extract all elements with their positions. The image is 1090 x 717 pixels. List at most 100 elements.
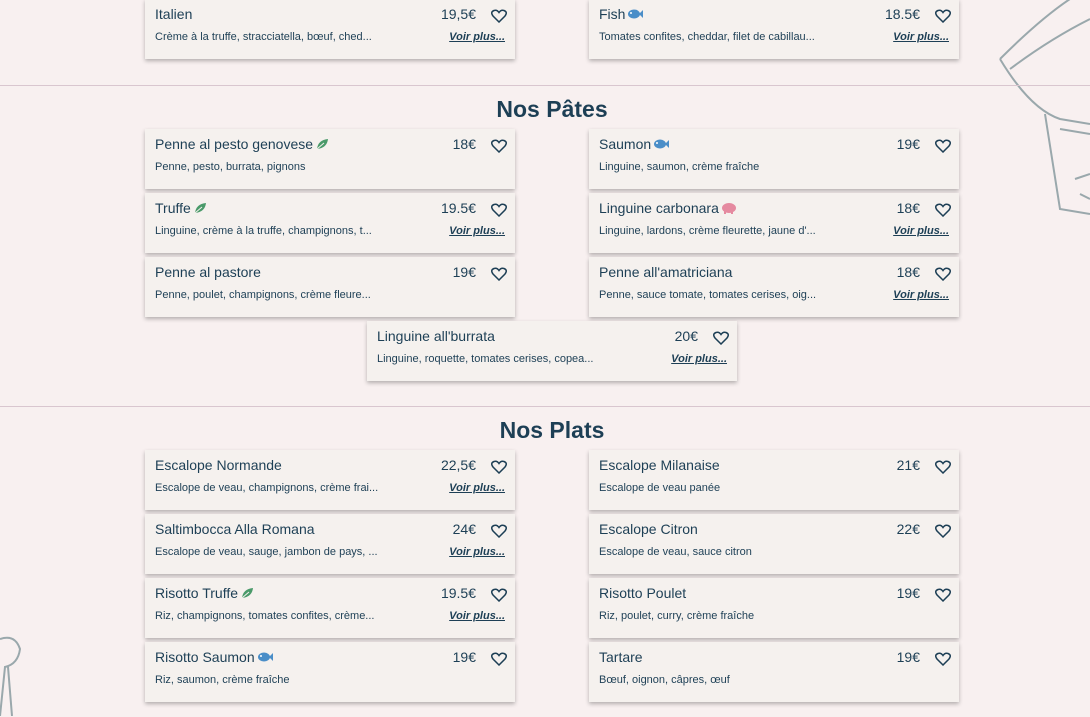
see-more-link[interactable]: Voir plus... bbox=[449, 546, 505, 558]
item-price: 21€ bbox=[896, 457, 920, 473]
item-description: Escalope de veau panée bbox=[599, 482, 721, 494]
menu-item: Saumon 19€ Linguine, saumon, crème fraîche bbox=[589, 129, 959, 189]
item-description: Linguine, crème à la truffe, champignons… bbox=[155, 225, 372, 237]
item-name: Escalope Normande bbox=[155, 457, 282, 473]
item-price: 20€ bbox=[674, 328, 698, 344]
leaf-icon bbox=[240, 586, 254, 600]
item-price: 19.5€ bbox=[440, 585, 476, 601]
item-name-text: Risotto Poulet bbox=[599, 585, 687, 601]
menu-item: Penne all'amatriciana 18€ Penne, sauce tom… bbox=[589, 257, 959, 317]
item-price: 18.5€ bbox=[884, 6, 920, 22]
favorite-button[interactable] bbox=[490, 267, 508, 286]
section-title: Nos Plats bbox=[499, 417, 605, 443]
menu-item: Truffe 19.5€ Linguine, crème à la truffe, … bbox=[145, 193, 515, 253]
favorite-button[interactable] bbox=[490, 524, 508, 543]
item-price: 19€ bbox=[452, 649, 476, 665]
menu-section: Nos Pâtes Penne al pesto genovese 18€ Penne… bbox=[0, 86, 1090, 407]
see-more-link[interactable]: Voir plus... bbox=[893, 289, 949, 301]
fish-icon bbox=[653, 138, 670, 150]
item-grid: Italien 19,5€ Crème à la truffe, stracciat… bbox=[145, 0, 1090, 59]
item-description: Escalope de veau, champignons, crème fra… bbox=[155, 482, 379, 494]
favorite-button[interactable] bbox=[934, 267, 952, 286]
favorite-button[interactable] bbox=[934, 203, 952, 222]
item-name-text: Escalope Citron bbox=[599, 521, 698, 537]
favorite-button[interactable] bbox=[934, 460, 952, 479]
item-name-text: Penne al pesto genovese bbox=[155, 136, 314, 152]
favorite-button[interactable] bbox=[934, 9, 952, 28]
item-price: 24€ bbox=[452, 521, 476, 537]
menu-item: Italien 19,5€ Crème à la truffe, stracciat… bbox=[145, 0, 515, 59]
item-description: Riz, champignons, tomates confites, crèm… bbox=[155, 610, 375, 622]
item-name-text: Penne al pastore bbox=[155, 264, 261, 280]
favorite-button[interactable] bbox=[712, 331, 730, 350]
see-more-link[interactable]: Voir plus... bbox=[449, 31, 505, 43]
item-name: Linguine all'burrata bbox=[377, 328, 495, 344]
favorite-button[interactable] bbox=[934, 139, 952, 158]
item-name-text: Linguine all'burrata bbox=[377, 328, 495, 344]
favorite-button[interactable] bbox=[490, 460, 508, 479]
menu-item: Penne al pastore 19€ Penne, poulet, champi… bbox=[145, 257, 515, 317]
item-grid: Penne al pesto genovese 18€ Penne, pesto, … bbox=[145, 129, 1090, 381]
item-name-text: Saumon bbox=[599, 136, 652, 152]
see-more-link[interactable]: Voir plus... bbox=[893, 31, 949, 43]
item-name-text: Linguine carbonara bbox=[599, 200, 719, 216]
item-name: Penne al pesto genovese bbox=[155, 136, 329, 152]
favorite-button[interactable] bbox=[490, 139, 508, 158]
item-name: Italien bbox=[155, 6, 192, 22]
see-more-link[interactable]: Voir plus... bbox=[449, 482, 505, 494]
item-name-text: Penne all'amatriciana bbox=[599, 264, 733, 280]
see-more-link[interactable]: Voir plus... bbox=[893, 225, 949, 237]
item-grid: Escalope Normande 22,5€ Escalope de veau, … bbox=[145, 450, 1090, 702]
item-description: Crème à la truffe, stracciatella, bœuf, … bbox=[155, 31, 372, 43]
item-name: Saumon bbox=[599, 136, 670, 152]
item-name: Risotto Truffe bbox=[155, 585, 254, 601]
item-name-text: Escalope Milanaise bbox=[599, 457, 720, 473]
section-title: Nos Pâtes bbox=[496, 96, 608, 122]
favorite-button[interactable] bbox=[934, 652, 952, 671]
item-name: Penne al pastore bbox=[155, 264, 261, 280]
item-description: Penne, sauce tomate, tomates cerises, oi… bbox=[599, 289, 817, 301]
item-price: 19€ bbox=[896, 585, 920, 601]
item-name-text: Tartare bbox=[599, 649, 643, 665]
see-more-link[interactable]: Voir plus... bbox=[449, 225, 505, 237]
item-name-text: Saltimbocca Alla Romana bbox=[155, 521, 315, 537]
favorite-button[interactable] bbox=[934, 524, 952, 543]
item-name-text: Risotto Truffe bbox=[155, 585, 239, 601]
menu-item: Fish 18.5€ Tomates confites, cheddar, file… bbox=[589, 0, 959, 59]
item-name: Fish bbox=[599, 6, 644, 22]
item-description: Riz, saumon, crème fraîche bbox=[155, 674, 290, 686]
item-price: 18€ bbox=[896, 200, 920, 216]
item-name-text: Truffe bbox=[155, 200, 191, 216]
leaf-icon bbox=[193, 201, 207, 215]
item-price: 19€ bbox=[896, 136, 920, 152]
menu-item: Linguine carbonara 18€ Linguine, lardons, … bbox=[589, 193, 959, 253]
item-name: Risotto Saumon bbox=[155, 649, 273, 665]
item-description: Riz, poulet, curry, crème fraîche bbox=[599, 610, 755, 622]
item-price: 18€ bbox=[452, 136, 476, 152]
menu-item: Escalope Normande 22,5€ Escalope de veau, … bbox=[145, 450, 515, 510]
favorite-button[interactable] bbox=[490, 9, 508, 28]
favorite-button[interactable] bbox=[490, 652, 508, 671]
menu-item: Penne al pesto genovese 18€ Penne, pesto, … bbox=[145, 129, 515, 189]
item-name-text: Italien bbox=[155, 6, 193, 22]
menu-item: Risotto Poulet 19€ Riz, poulet, curry, crè… bbox=[589, 578, 959, 638]
favorite-button[interactable] bbox=[490, 588, 508, 607]
see-more-link[interactable]: Voir plus... bbox=[671, 353, 727, 365]
menu-item: Escalope Milanaise 21€ Escalope de veau pa… bbox=[589, 450, 959, 510]
item-description: Linguine, roquette, tomates cerises, cop… bbox=[377, 353, 594, 365]
menu-section: Italien 19,5€ Crème à la truffe, stracciat… bbox=[0, 0, 1090, 86]
item-name: Tartare bbox=[599, 649, 643, 665]
item-description: Escalope de veau, sauce citron bbox=[599, 546, 752, 558]
item-price: 22€ bbox=[896, 521, 920, 537]
see-more-link[interactable]: Voir plus... bbox=[449, 610, 505, 622]
item-description: Escalope de veau, sauge, jambon de pays,… bbox=[155, 546, 378, 558]
item-name: Risotto Poulet bbox=[599, 585, 686, 601]
item-name: Escalope Citron bbox=[599, 521, 698, 537]
favorite-button[interactable] bbox=[490, 203, 508, 222]
item-name: Escalope Milanaise bbox=[599, 457, 720, 473]
item-description: Linguine, lardons, crème fleurette, jaun… bbox=[599, 225, 816, 237]
favorite-button[interactable] bbox=[934, 588, 952, 607]
